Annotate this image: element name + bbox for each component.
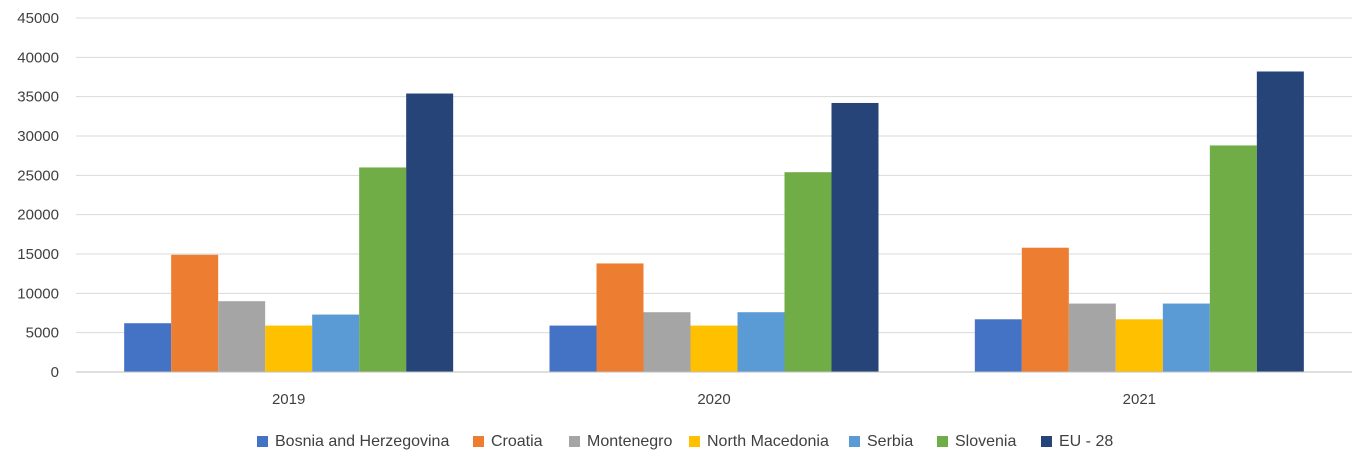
legend-swatch	[849, 436, 860, 447]
bar	[1021, 247, 1069, 372]
legend-swatch	[569, 436, 580, 447]
bar	[1256, 71, 1304, 372]
bar	[1068, 303, 1116, 372]
legend: Bosnia and Herzegovina Croatia Montenegro N…	[257, 433, 1113, 450]
bars	[124, 71, 1304, 373]
bar	[974, 319, 1022, 372]
legend-swatch	[257, 436, 268, 447]
legend-item: Slovenia	[937, 433, 1016, 450]
bar	[737, 312, 785, 372]
bar	[831, 102, 879, 373]
bar	[1115, 319, 1163, 372]
y-tick-label: 30000	[17, 128, 59, 145]
x-axis: 2019 2020 2021	[76, 371, 1352, 408]
gridlines	[76, 17, 1352, 334]
legend-item: Serbia	[849, 433, 913, 450]
bar	[218, 301, 266, 372]
bar	[1209, 145, 1257, 372]
legend-label: North Macedonia	[707, 433, 829, 450]
legend-swatch	[1041, 436, 1052, 447]
y-tick-label: 25000	[17, 167, 59, 184]
legend-item: North Macedonia	[689, 433, 829, 450]
x-tick-label: 2019	[272, 391, 305, 408]
y-tick-label: 15000	[17, 246, 59, 263]
y-tick-label: 0	[51, 364, 59, 381]
legend-swatch	[473, 436, 484, 447]
legend-item: Montenegro	[569, 433, 672, 450]
legend-item: Bosnia and Herzegovina	[257, 433, 449, 450]
x-tick-label: 2021	[1123, 391, 1156, 408]
x-tick-label: 2020	[697, 391, 730, 408]
bar	[549, 325, 597, 372]
legend-label: Bosnia and Herzegovina	[275, 433, 449, 450]
y-tick-label: 20000	[17, 207, 59, 224]
y-axis-tick-labels: 0 5000 10000 15000 20000 25000 30000 35000 40000…	[17, 10, 59, 381]
bar	[124, 323, 172, 372]
bar	[406, 93, 454, 373]
y-tick-label: 5000	[26, 325, 59, 342]
bar	[171, 254, 219, 372]
y-tick-label: 10000	[17, 285, 59, 302]
bar	[265, 325, 313, 372]
legend-item: Croatia	[473, 433, 543, 450]
bar	[643, 312, 691, 372]
legend-swatch	[937, 436, 948, 447]
bar	[596, 263, 644, 372]
bar	[690, 325, 738, 372]
legend-label: Serbia	[867, 433, 913, 450]
y-tick-label: 35000	[17, 89, 59, 106]
bar	[1162, 303, 1210, 372]
legend-label: Montenegro	[587, 433, 672, 450]
legend-label: Slovenia	[955, 433, 1016, 450]
legend-label: EU - 28	[1059, 433, 1113, 450]
bar	[312, 314, 360, 372]
bar	[784, 172, 832, 372]
legend-swatch	[689, 436, 700, 447]
legend-item: EU - 28	[1041, 433, 1113, 450]
y-tick-label: 45000	[17, 10, 59, 27]
legend-label: Croatia	[491, 433, 543, 450]
y-tick-label: 40000	[17, 49, 59, 66]
bar	[359, 167, 407, 372]
